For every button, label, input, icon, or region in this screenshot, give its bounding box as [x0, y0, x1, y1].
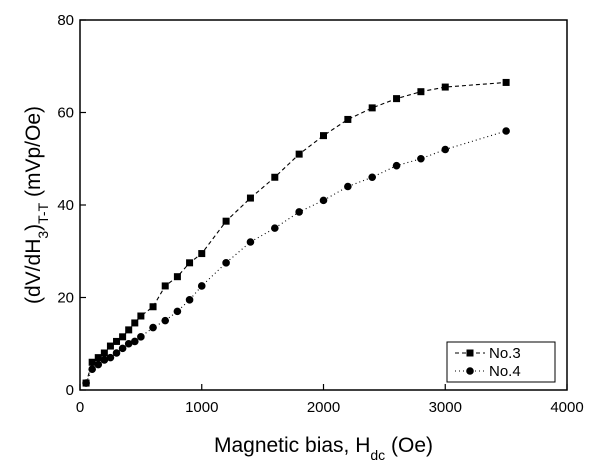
marker — [295, 150, 303, 158]
series-line — [85, 81, 507, 384]
marker — [222, 217, 230, 225]
x-axis-label: Magnetic bias, Hdc (Oe) — [214, 434, 433, 463]
legend-marker — [466, 349, 474, 357]
marker — [393, 95, 401, 103]
marker — [94, 360, 103, 369]
marker — [118, 344, 127, 353]
marker — [130, 337, 139, 346]
marker — [137, 333, 145, 341]
x-axis-label-part: Magnetic bias, H — [214, 434, 370, 457]
y-axis-label-part: 3 — [35, 231, 51, 239]
marker — [112, 349, 121, 357]
y-axis-label-part: ) — [22, 224, 45, 231]
y-tick-label: 40 — [57, 197, 74, 214]
legend-label: No.4 — [489, 363, 521, 380]
marker — [392, 161, 401, 170]
marker — [149, 323, 157, 332]
y-axis-label-part: (mVp/Oe) — [22, 106, 45, 203]
y-tick-label: 0 — [66, 382, 74, 399]
y-axis-label: (dV/dH3)T-T (mVp/Oe) — [22, 106, 51, 304]
y-tick-label: 80 — [57, 12, 74, 29]
marker — [502, 127, 510, 135]
y-tick-label: 20 — [57, 290, 74, 307]
marker — [106, 353, 115, 362]
marker — [185, 296, 194, 304]
marker — [320, 132, 327, 140]
marker — [319, 196, 328, 205]
y-axis-label-part: T-T — [35, 202, 51, 223]
marker — [173, 307, 182, 316]
x-tick-label: 2000 — [307, 399, 340, 416]
marker — [186, 259, 194, 267]
marker — [94, 354, 102, 362]
marker — [344, 115, 352, 123]
x-tick-label: 3000 — [429, 399, 462, 416]
marker — [161, 316, 170, 325]
marker — [119, 333, 127, 341]
marker — [198, 250, 206, 258]
marker — [137, 312, 145, 320]
x-axis-label-part: (Oe) — [385, 434, 433, 457]
marker — [173, 273, 181, 281]
marker — [113, 337, 121, 345]
marker — [88, 358, 96, 366]
marker — [246, 194, 254, 202]
marker — [441, 83, 449, 91]
x-axis-label-part: dc — [370, 447, 385, 463]
y-axis-label-part: (dV/dH — [22, 239, 45, 304]
marker — [106, 342, 114, 350]
marker — [149, 303, 157, 311]
marker — [344, 182, 352, 191]
legend-marker — [466, 367, 474, 375]
marker — [441, 145, 450, 154]
marker — [88, 365, 96, 373]
marker — [161, 282, 169, 290]
marker — [368, 173, 377, 182]
legend-label: No.3 — [489, 345, 521, 362]
marker — [246, 238, 255, 246]
marker — [100, 356, 109, 364]
x-tick-label: 4000 — [550, 399, 583, 416]
marker — [125, 326, 133, 334]
marker — [417, 88, 425, 96]
marker — [100, 349, 108, 357]
marker — [271, 173, 279, 181]
marker — [368, 104, 376, 112]
plot-frame — [79, 19, 568, 391]
marker — [271, 224, 279, 232]
marker — [197, 282, 206, 290]
series-line — [85, 130, 507, 384]
marker — [124, 339, 133, 348]
x-tick-label: 0 — [76, 399, 84, 416]
x-tick-label: 1000 — [185, 399, 218, 416]
y-tick-label: 60 — [57, 105, 74, 122]
marker — [502, 78, 510, 86]
legend-box — [446, 341, 556, 383]
marker — [131, 319, 139, 327]
marker — [222, 259, 230, 267]
marker — [82, 379, 90, 387]
marker — [417, 154, 425, 163]
marker — [295, 208, 303, 216]
